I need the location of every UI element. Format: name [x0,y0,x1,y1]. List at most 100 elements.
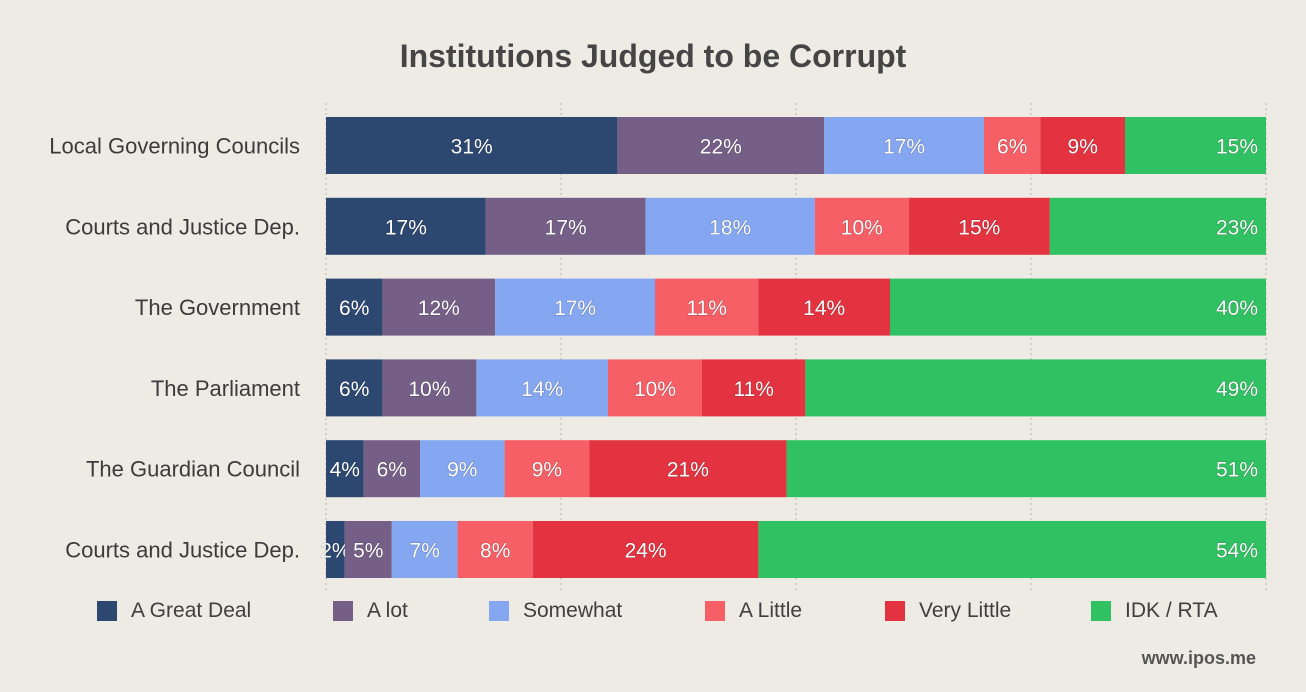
bar-segment [758,278,890,336]
data-label: 23% [1216,216,1258,239]
category-label: Courts and Justice Dep. [65,214,300,239]
bar-segment [824,117,984,174]
bar-segment [382,278,496,336]
legend-swatch [333,601,353,621]
data-label: 15% [958,216,1000,239]
data-label: 6% [997,136,1027,159]
data-label: 17% [554,297,596,320]
data-label: 10% [841,216,883,239]
category-label: The Guardian Council [86,457,300,482]
legend-swatch [885,601,905,621]
source-credit: www.ipos.me [1141,648,1256,668]
bar-segment [363,440,420,498]
bar-segment [326,197,486,255]
data-label: 12% [418,297,460,320]
bar-segment [504,440,590,498]
data-label: 54% [1216,540,1258,563]
bar-segment [984,117,1041,174]
bar-segment [758,521,1266,578]
data-label: 8% [480,540,510,563]
bar-segment [326,440,364,498]
legend-label: A Great Deal [131,599,252,622]
legend-item-idk-rta: IDK / RTA [1091,596,1218,626]
data-label: 17% [385,216,427,239]
legend-swatch [489,601,509,621]
legend-item-a-little: A Little [705,596,802,626]
bar-segment [645,197,815,255]
bar-segment [589,440,787,498]
bar-segment [326,521,345,578]
bar-segment [786,440,1266,498]
bar-row: Local Governing Councils 31% 22% 17% 6% 9% 15% [49,117,1266,174]
data-label: 10% [408,378,450,401]
bar-segment [326,359,383,417]
data-label: 14% [803,297,845,320]
legend-label: A Little [739,599,803,622]
data-label: 6% [377,459,407,482]
legend-item-a-lot: A lot [333,596,408,626]
legend-item-a-great-deal: A Great Deal [97,596,251,626]
bar-segment [485,197,646,255]
legend-label: Somewhat [523,599,623,622]
bar-row: The Government 6% 12% 17% 11% 14% 40% [135,278,1266,336]
data-label: 22% [700,136,742,159]
bar-segment [1049,197,1266,255]
bar-segment [344,521,392,578]
bar-segment [702,359,806,417]
data-label: 31% [451,136,493,159]
data-label: 14% [521,378,563,401]
data-label: 17% [883,136,925,159]
bar-segment [326,278,383,336]
bar-row: Courts and Justice Dep. 17% 17% 18% 10% 15% 23… [65,197,1266,255]
bar-segment [1125,117,1266,174]
data-label: 9% [532,459,562,482]
legend-item-very-little: Very Little [885,596,1011,626]
data-label: 11% [686,297,726,320]
bar-segment [608,359,702,417]
data-label: 9% [1068,136,1098,159]
category-label: The Parliament [151,376,300,401]
bar-segment [655,278,759,336]
data-label: 49% [1216,378,1258,401]
legend: A Great Deal A lot Somewhat A Little Ver… [0,596,1306,626]
data-label: 24% [625,540,667,563]
data-label: 21% [667,459,709,482]
bar-row: The Parliament 6% 10% 14% 10% 11% 49% [151,359,1266,417]
bar-segment [617,117,825,174]
data-label: 18% [709,216,751,239]
data-label: 10% [634,378,676,401]
bar-segment [476,359,608,417]
data-label: 15% [1216,136,1258,159]
gridlines [325,103,1267,590]
legend-label: A lot [367,599,408,622]
data-label: 11% [733,378,773,401]
data-label: 51% [1216,459,1258,482]
bar-segment [495,278,655,336]
data-label: 4% [330,459,360,482]
category-label: Courts and Justice Dep. [65,538,300,563]
bar-segment [391,521,458,578]
bar-row: Courts and Justice Dep. 2% 5% 7% 8% 24% 54% [65,521,1266,578]
data-label: 9% [447,459,477,482]
bar-segment [1040,117,1125,174]
bar-segment [890,278,1266,336]
data-label: 6% [339,297,369,320]
bar-segment [908,197,1050,255]
legend-label: Very Little [919,599,1012,622]
bar-segment [814,197,909,255]
chart-title: Institutions Judged to be Corrupt [399,38,907,74]
data-label: 6% [339,378,369,401]
legend-item-somewhat: Somewhat [489,596,622,626]
bar-segment [532,521,759,578]
data-label: 5% [353,540,383,563]
category-label: The Government [135,295,300,320]
bar-segment [805,359,1266,417]
data-label: 17% [545,216,587,239]
data-label: 40% [1216,297,1258,320]
bar-row: The Guardian Council 4% 6% 9% 9% 21% 51% [86,440,1266,498]
legend-swatch [1091,601,1111,621]
category-label: Local Governing Councils [49,134,300,159]
bar-segment [382,359,477,417]
legend-swatch [705,601,725,621]
